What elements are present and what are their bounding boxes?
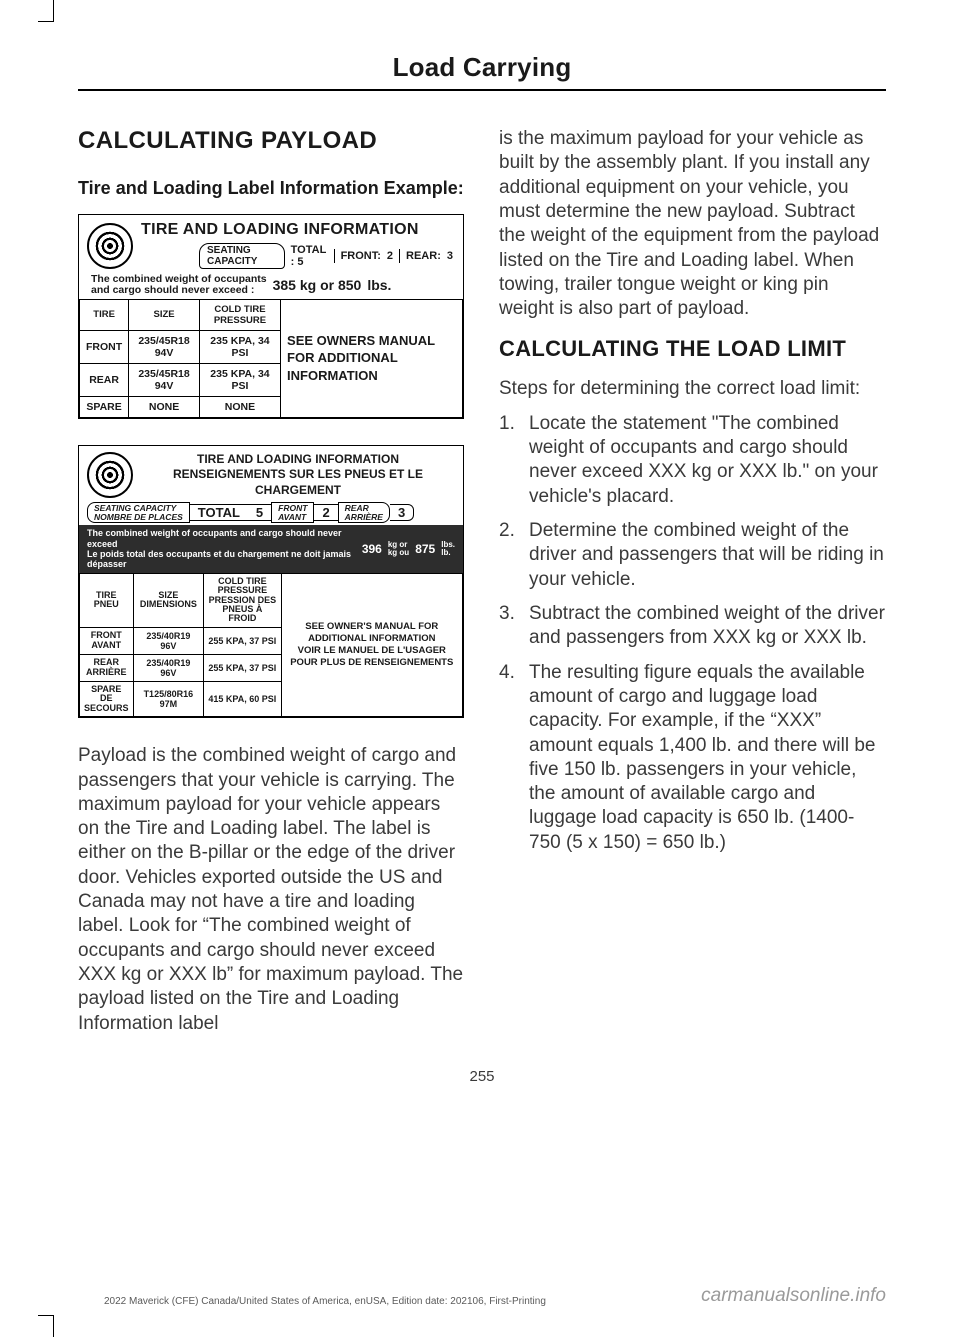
cell: NONE [129,396,200,417]
tire-icon [87,452,133,498]
c: 255 KPA, 37 PSI [204,627,281,654]
cell: 235/45R18 94V [129,363,200,396]
cell: REAR [80,363,129,396]
page: Load Carrying CALCULATING PAYLOAD Tire a… [0,0,960,1085]
left-column: CALCULATING PAYLOAD Tire and Loading Lab… [78,127,465,1050]
intro-text: Steps for determining the correct load l… [499,377,886,401]
cell: 235 KPA, 34 PSI [199,330,280,363]
tire-table-2: TIREPNEU SIZEDIMENSIONS COLD TIRE PRESSU… [79,573,463,718]
c: DIMENSIONS [138,600,200,609]
combined-weight-row: The combined weight of occupants and car… [79,272,463,299]
combined-val: 385 kg or 850 [273,277,362,293]
header-rule [78,89,886,91]
body-text: Payload is the combined weight of cargo … [78,744,465,1036]
combined-lead: The combined weight of occupants and car… [91,274,267,296]
comb-lbu: lbs. lb. [441,541,455,557]
label2-title-en: TIRE AND LOADING INFORMATION [141,452,455,468]
seating-row-2: SEATING CAPACITYNOMBRE DE PLACES TOTAL 5… [87,502,455,523]
total: TOTAL : 5 [291,244,328,268]
crop-mark [38,0,54,22]
comb-en: The combined weight of occupants and car… [87,528,356,549]
rear-label: REAR: [406,250,441,262]
c: 415 KPA, 60 PSI [204,681,281,716]
comb-kg: 396 [362,542,382,556]
front-label: FRONT: [341,250,381,262]
rear-fr: ARRIÈRE [345,513,383,522]
c: DE SECOURS [84,694,129,713]
seat-fr: NOMBRE DE PLACES [94,513,183,522]
c: ARRIÈRE [84,668,129,677]
c: 235/40R19 96V [133,627,204,654]
combined-row-2: The combined weight of occupants and car… [79,525,463,572]
col-tire: TIRE [80,299,129,330]
tire-label-en: TIRE AND LOADING INFORMATION SEATING CAP… [78,214,464,419]
cell: NONE [199,396,280,417]
seating-row: SEATING CAPACITY TOTAL : 5 FRONT: 2 REAR… [199,243,453,269]
section-heading: CALCULATING PAYLOAD [78,127,465,155]
subheading: Tire and Loading Label Information Examp… [78,177,465,200]
body-continuation: is the maximum payload for your vehicle … [499,127,886,322]
list-item: 1.Locate the statement "The combined wei… [499,412,886,509]
list-item: 2.Determine the combined weight of the d… [499,519,886,592]
page-number: 255 [78,1068,886,1085]
chapter-header: Load Carrying [78,52,886,83]
side-note-2: SEE OWNER'S MANUAL FOR ADDITIONAL INFORM… [281,573,462,717]
col-pressure: COLD TIRE PRESSURE [199,299,280,330]
rear-v: 3 [390,504,414,521]
cell: 235/45R18 94V [129,330,200,363]
crop-mark [38,1315,54,1337]
label2-title-fr: RENSEIGNEMENTS SUR LES PNEUS ET LE CHARG… [141,467,455,498]
rear-val: 3 [447,250,453,262]
seating-capacity-label: SEATING CAPACITY [199,243,285,269]
comb-kgu: kg or kg ou [388,541,409,557]
c: 235/40R19 96V [133,654,204,681]
label-title: TIRE AND LOADING INFORMATION [141,221,453,239]
steps-list: 1.Locate the statement "The combined wei… [499,412,886,855]
list-item: 3.Subtract the combined weight of the dr… [499,602,886,651]
c: PNEU [84,600,129,609]
list-item: 4.The resulting figure equals the availa… [499,661,886,856]
right-column: is the maximum payload for your vehicle … [499,127,886,1050]
comb-fr: Le poids total des occupants et du charg… [87,549,356,570]
combined-unit: lbs. [367,277,391,293]
side-note: SEE OWNERS MANUAL FOR ADDITIONAL INFORMA… [281,299,463,417]
footer-site: carmanualsonline.info [701,1285,886,1307]
section-heading: CALCULATING THE LOAD LIMIT [499,336,886,362]
total-l: TOTAL [190,504,248,521]
cell: 235 KPA, 34 PSI [199,363,280,396]
chapter-title: Load Carrying [78,52,886,83]
c: AVANT [84,641,129,650]
c: T125/80R16 97M [133,681,204,716]
cell: SPARE [80,396,129,417]
cell: FRONT [80,330,129,363]
tire-table: TIRE SIZE COLD TIRE PRESSURE SEE OWNERS … [79,299,463,418]
tire-icon [87,223,133,269]
col-size: SIZE [129,299,200,330]
total-v: 5 [248,504,271,521]
step-text: Subtract the combined weight of the driv… [529,602,886,651]
front-fr: AVANT [278,513,307,522]
comb-lb: 875 [415,542,435,556]
tire-label-bilingual: TIRE AND LOADING INFORMATION RENSEIGNEME… [78,445,464,719]
front-v: 2 [314,504,337,521]
c: COLD TIRE PRESSURE [208,577,276,596]
columns: CALCULATING PAYLOAD Tire and Loading Lab… [78,127,886,1050]
footer-left: 2022 Maverick (CFE) Canada/United States… [104,1296,546,1307]
front-val: 2 [387,250,393,262]
step-text: Locate the statement "The combined weigh… [529,412,886,509]
step-text: Determine the combined weight of the dri… [529,519,886,592]
c: PNEUS À FROID [208,605,276,624]
footer: 2022 Maverick (CFE) Canada/United States… [104,1285,886,1307]
step-text: The resulting figure equals the availabl… [529,661,886,856]
c: 255 KPA, 37 PSI [204,654,281,681]
